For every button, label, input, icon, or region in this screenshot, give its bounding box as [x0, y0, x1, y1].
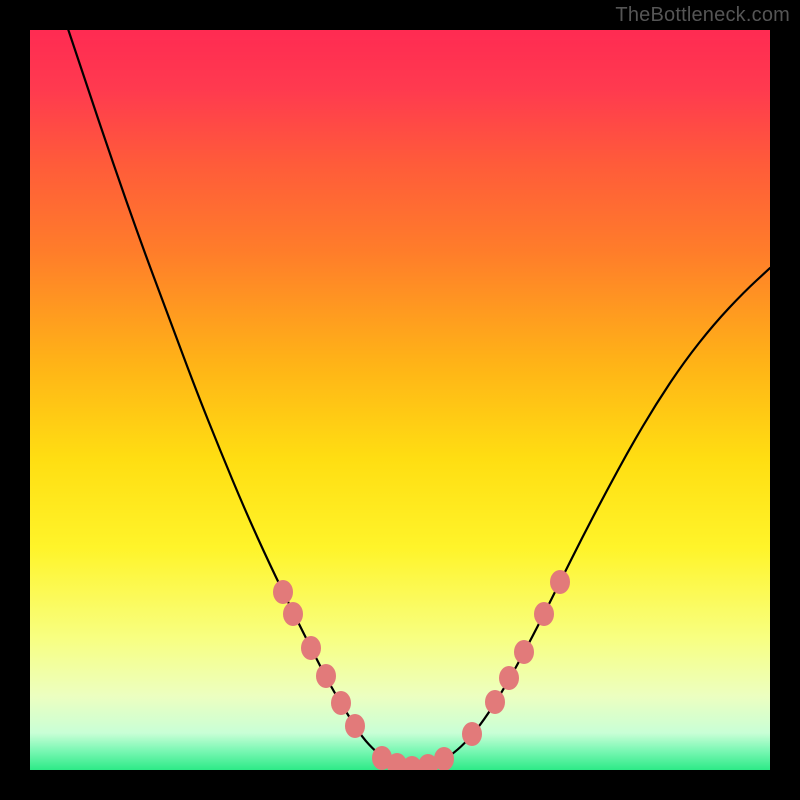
data-marker [534, 602, 554, 626]
data-marker [301, 636, 321, 660]
data-marker [434, 747, 454, 771]
data-marker [283, 602, 303, 626]
data-marker [550, 570, 570, 594]
data-marker [345, 714, 365, 738]
data-marker [485, 690, 505, 714]
data-marker [273, 580, 293, 604]
data-marker [499, 666, 519, 690]
data-marker [462, 722, 482, 746]
bottleneck-chart [0, 0, 800, 800]
data-marker [316, 664, 336, 688]
data-marker [514, 640, 534, 664]
data-marker [331, 691, 351, 715]
